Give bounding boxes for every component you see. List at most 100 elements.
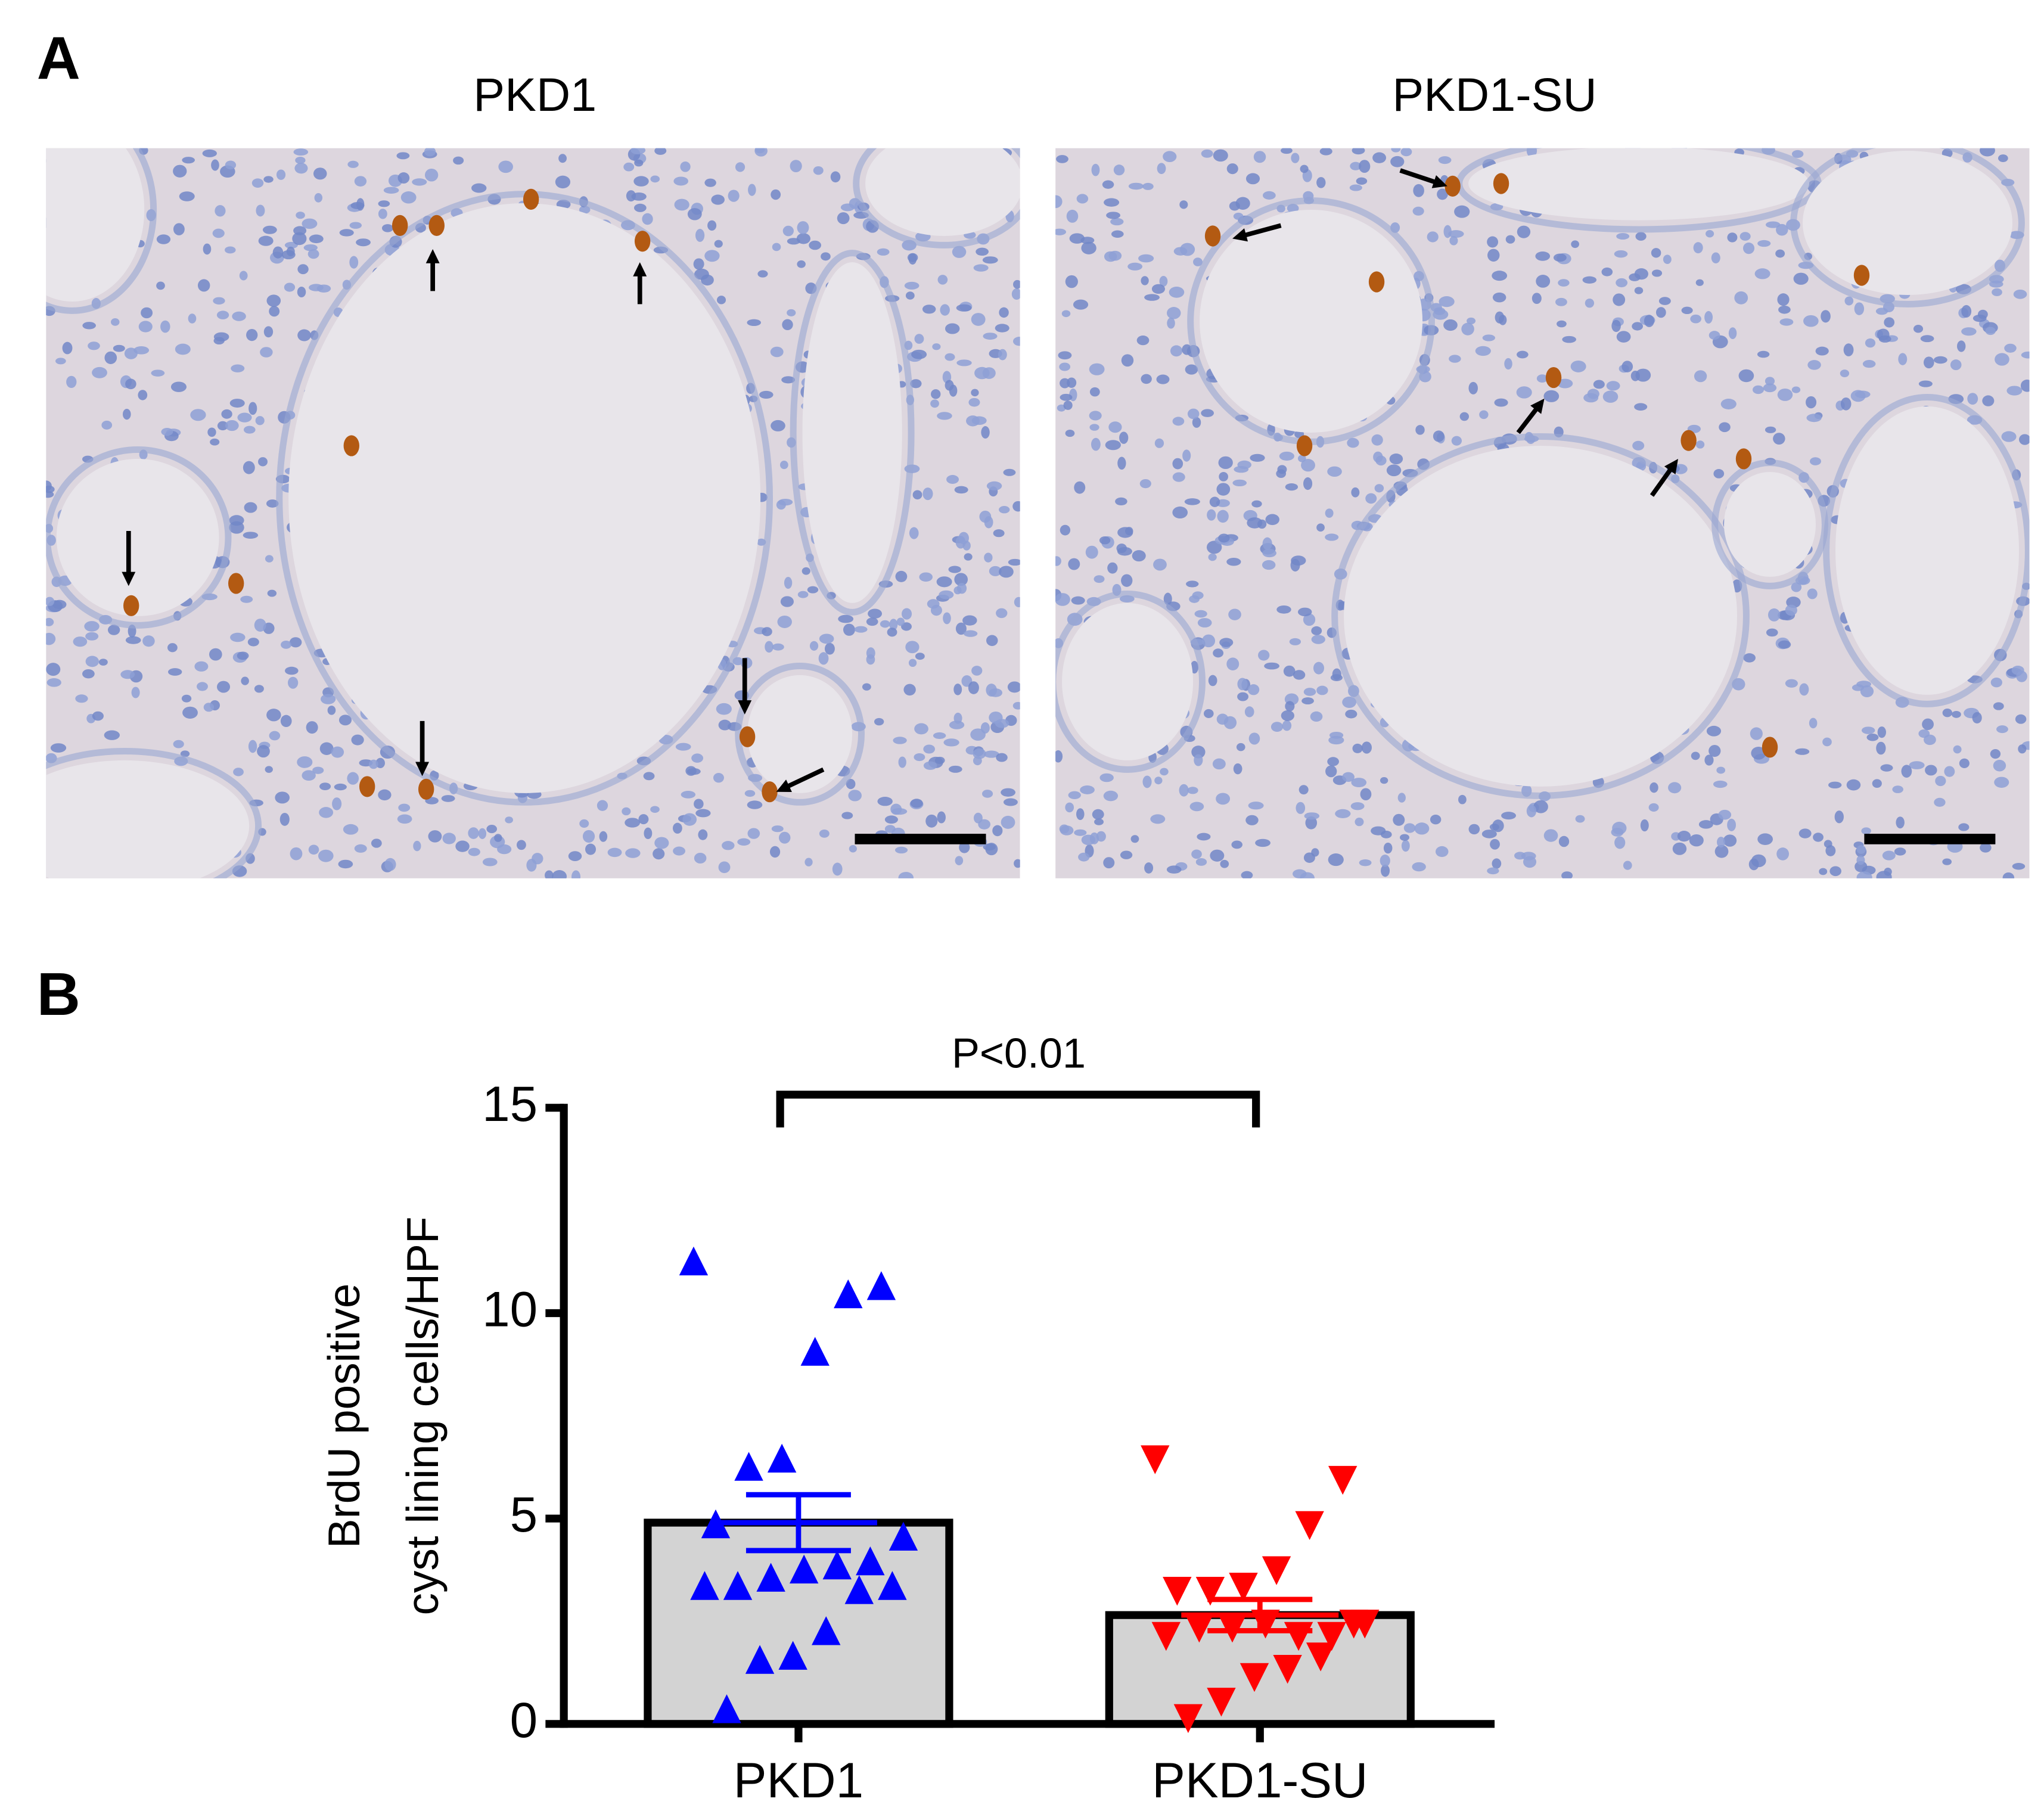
nucleus	[210, 438, 220, 446]
nucleus	[1208, 675, 1217, 687]
nucleus	[759, 390, 774, 399]
nucleus	[840, 203, 855, 212]
data-point	[767, 1443, 797, 1473]
nucleus	[1276, 605, 1291, 614]
nucleus	[1091, 437, 1101, 451]
nucleus	[1092, 809, 1104, 820]
nucleus	[240, 595, 253, 603]
nucleus	[984, 552, 993, 563]
nucleus	[383, 187, 399, 194]
nucleus	[486, 825, 498, 834]
nucleus	[1281, 148, 1293, 154]
nucleus	[1195, 858, 1207, 866]
nucleus	[958, 532, 969, 545]
nucleus	[895, 570, 908, 582]
nucleus	[202, 149, 217, 157]
nucleus	[930, 399, 939, 408]
nucleus	[82, 322, 96, 330]
nucleus	[744, 790, 756, 797]
nucleus	[843, 623, 855, 636]
nucleus	[1727, 818, 1737, 831]
nucleus	[1303, 852, 1315, 863]
nucleus	[634, 159, 644, 167]
nucleus	[258, 457, 268, 467]
nucleus	[265, 555, 274, 563]
nucleus	[516, 840, 526, 850]
nucleus	[713, 773, 724, 783]
nucleus	[1283, 665, 1296, 677]
nucleus	[254, 619, 266, 632]
nucleus	[1210, 849, 1225, 862]
data-point	[1317, 1622, 1346, 1651]
nucleus	[175, 343, 191, 355]
nucleus	[787, 238, 800, 245]
nucleus	[257, 745, 270, 758]
nucleus	[1179, 784, 1189, 797]
brdu-cell	[359, 776, 375, 797]
nucleus	[797, 260, 806, 268]
nucleus	[1245, 173, 1260, 185]
nucleus	[1704, 754, 1714, 766]
cyst-wall	[735, 663, 865, 806]
nucleus	[1069, 233, 1085, 244]
nucleus	[265, 766, 273, 773]
nucleus	[251, 178, 264, 188]
nucleus	[1251, 500, 1262, 508]
nucleus	[1795, 748, 1810, 755]
nucleus	[1094, 575, 1105, 583]
nucleus	[203, 703, 215, 712]
nucleus	[1163, 592, 1172, 605]
nucleus	[1828, 781, 1842, 789]
nucleus	[1942, 858, 1952, 865]
nucleus	[1089, 424, 1099, 431]
nucleus	[1397, 793, 1406, 803]
panel-label: A	[37, 24, 80, 92]
nucleus	[292, 232, 307, 246]
nucleus	[644, 827, 653, 840]
nucleus	[266, 294, 281, 307]
nucleus	[230, 632, 246, 642]
nucleus	[956, 359, 972, 366]
nucleus	[1585, 298, 1595, 308]
nucleus	[1055, 556, 1061, 566]
nucleus	[914, 334, 924, 344]
nucleus	[955, 856, 964, 865]
nucleus	[1650, 782, 1658, 793]
nucleus	[1194, 610, 1207, 618]
nucleus	[1142, 775, 1152, 788]
nucleus	[778, 831, 791, 844]
nucleus	[1012, 701, 1020, 710]
nucleus	[319, 742, 334, 755]
nucleus	[349, 222, 362, 229]
nucleus	[1012, 337, 1020, 346]
nucleus	[973, 748, 986, 759]
nucleus	[319, 807, 334, 818]
brdu-cell	[1204, 225, 1221, 247]
nucleus	[46, 663, 61, 676]
nucleus	[1001, 815, 1015, 829]
nucleus	[307, 249, 319, 259]
nucleus	[1777, 293, 1790, 306]
nucleus	[707, 220, 717, 231]
nucleus	[1187, 787, 1198, 794]
nucleus	[937, 275, 948, 285]
nucleus	[505, 816, 514, 824]
nucleus	[1766, 628, 1778, 637]
arrow-head	[776, 779, 792, 792]
nucleus	[1065, 802, 1074, 813]
nucleus	[156, 281, 165, 290]
nucleus	[568, 851, 582, 861]
nucleus	[754, 148, 765, 154]
nucleus	[1854, 302, 1865, 315]
nucleus	[1189, 595, 1200, 603]
nucleus	[999, 566, 1014, 578]
data-point	[1141, 1445, 1170, 1474]
y-tick-label: 5	[510, 1486, 538, 1542]
nucleus	[1950, 359, 1962, 371]
nucleus	[1504, 358, 1512, 370]
nucleus	[258, 235, 274, 246]
cyst-lumen	[56, 458, 219, 616]
nucleus	[1533, 800, 1548, 813]
nucleus	[482, 858, 498, 866]
nucleus	[718, 719, 731, 731]
